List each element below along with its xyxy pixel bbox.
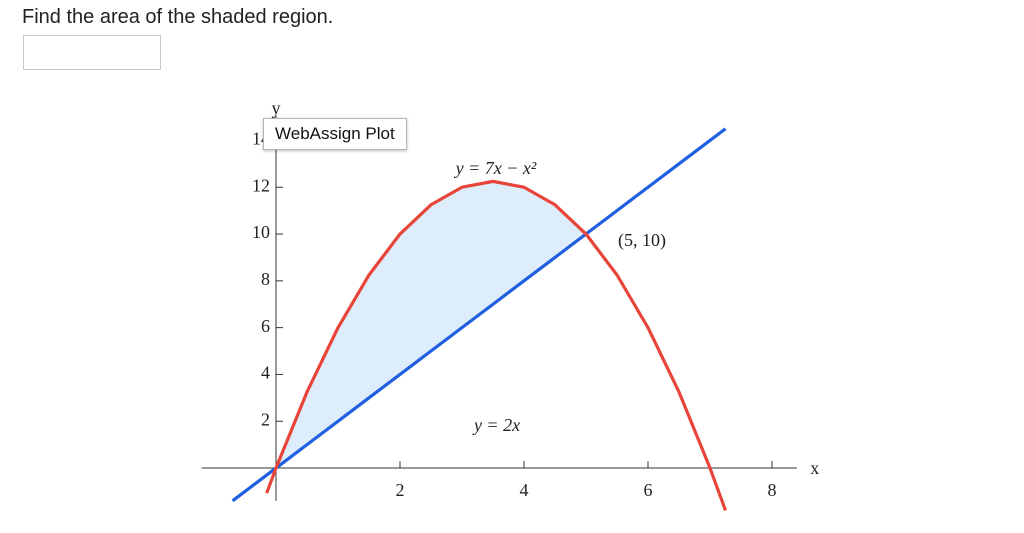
y-tick-label: 4 — [261, 363, 270, 383]
x-tick-label: 4 — [520, 480, 529, 500]
x-axis-label: x — [810, 458, 819, 478]
annotation: y = 7x − x² — [454, 158, 537, 178]
curve — [231, 127, 727, 503]
question-text: Find the area of the shaded region. — [22, 6, 334, 28]
curve — [265, 179, 728, 511]
x-tick-label: 2 — [396, 480, 405, 500]
annotation: y = 2x — [472, 415, 520, 435]
x-tick-label: 8 — [768, 480, 777, 500]
y-tick-label: 2 — [261, 409, 270, 429]
y-tick-label: 6 — [261, 316, 270, 336]
y-tick-label: 10 — [252, 222, 270, 242]
y-tick-label: 12 — [252, 175, 270, 195]
x-tick-label: 6 — [644, 480, 653, 500]
tooltip: WebAssign Plot — [263, 118, 407, 150]
y-axis-label: y — [272, 98, 281, 118]
annotation: (5, 10) — [618, 230, 666, 251]
shaded-region — [276, 181, 586, 469]
y-tick-label: 8 — [261, 269, 270, 289]
answer-input[interactable] — [23, 35, 161, 70]
